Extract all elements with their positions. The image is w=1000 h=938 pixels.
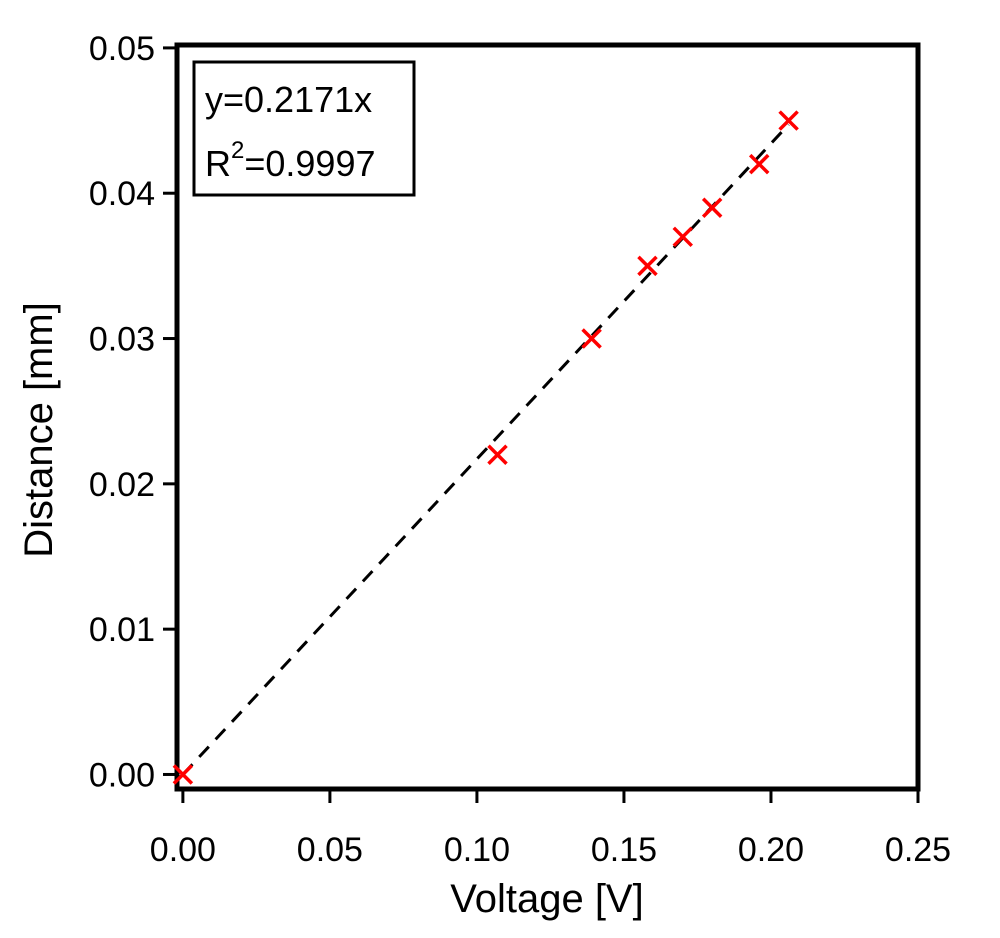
data-point-marker xyxy=(672,226,693,248)
x-tick-label: 0.10 xyxy=(444,831,510,869)
x-tick-label: 0.25 xyxy=(885,831,951,869)
fit-r2-label: R2=0.9997 xyxy=(205,137,376,184)
y-tick-label: 0.03 xyxy=(89,321,155,359)
y-axis-title: Distance [mm] xyxy=(17,302,61,558)
fit-line xyxy=(181,123,790,776)
plot-frame xyxy=(174,42,921,792)
x-tick-label: 0.00 xyxy=(150,831,216,869)
data-point-marker xyxy=(581,328,602,349)
x-axis-ticks: 0.00 0.05 0.10 0.15 0.20 0.25 xyxy=(150,789,951,869)
data-point-marker xyxy=(172,764,194,785)
data-point-marker xyxy=(487,444,508,466)
data-markers xyxy=(172,110,799,785)
x-tick-label: 0.15 xyxy=(591,831,657,869)
r2-superscript: 2 xyxy=(231,137,244,164)
fit-annotation: y=0.2171x R2=0.9997 xyxy=(192,60,416,197)
y-tick-label: 0.01 xyxy=(89,611,155,649)
y-axis-ticks: 0.00 0.01 0.02 0.03 0.04 0.05 xyxy=(89,30,177,794)
y-tick-label: 0.05 xyxy=(89,30,155,68)
x-tick-label: 0.20 xyxy=(738,831,804,869)
y-tick-label: 0.04 xyxy=(89,175,155,213)
y-tick-label: 0.02 xyxy=(89,466,155,504)
fit-annotation-box xyxy=(192,60,416,197)
r2-prefix: R xyxy=(205,143,231,184)
x-axis-title: Voltage [V] xyxy=(450,877,643,921)
r2-value: =0.9997 xyxy=(244,143,375,184)
y-tick-label: 0.00 xyxy=(89,756,155,794)
x-tick-label: 0.05 xyxy=(297,831,363,869)
fit-equation-label: y=0.2171x xyxy=(205,79,372,120)
data-point-marker xyxy=(778,110,799,131)
data-point-marker xyxy=(748,153,770,175)
data-point-marker xyxy=(637,255,658,277)
data-point-marker xyxy=(701,197,723,218)
